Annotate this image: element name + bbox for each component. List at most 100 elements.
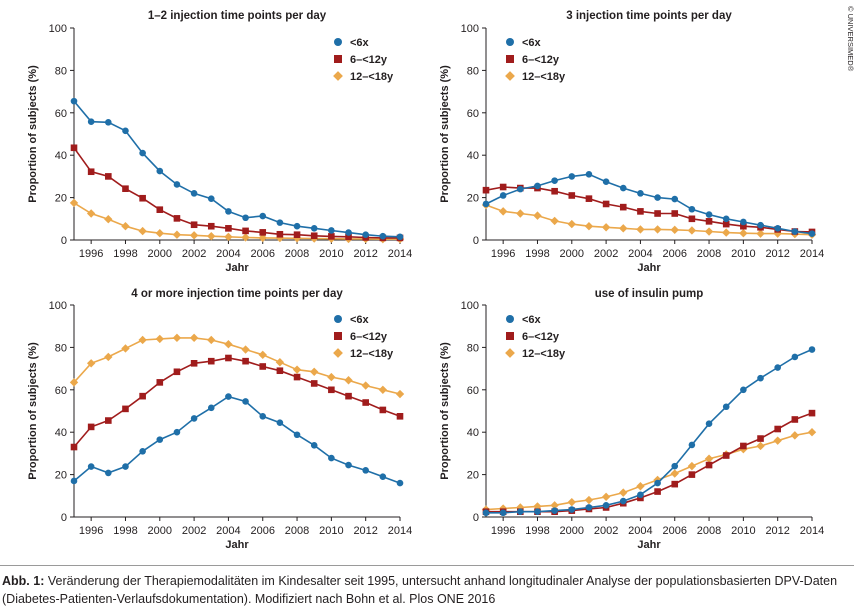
data-point <box>705 420 713 428</box>
data-point <box>190 360 198 367</box>
data-point <box>310 442 318 449</box>
chart-panel-1: 0 20 40 60 80 100 1996 1998 2000 2002 2004 2006 2008… <box>27 10 412 274</box>
data-point <box>121 344 130 353</box>
data-point <box>533 211 542 220</box>
legend-label: 6–<12y <box>350 54 388 66</box>
x-tick-label: 2000 <box>148 525 172 537</box>
series-3 <box>69 198 405 244</box>
x-tick-label: 2008 <box>697 248 721 260</box>
data-point <box>276 230 284 238</box>
data-point <box>654 488 661 495</box>
data-point <box>757 435 764 442</box>
series-line <box>485 431 813 511</box>
legend: <6x 6–<12y 12–<18y <box>505 37 566 83</box>
data-point <box>395 389 405 399</box>
data-point <box>69 198 79 208</box>
data-point <box>139 149 146 157</box>
y-tick-label: 0 <box>61 512 67 524</box>
data-point <box>654 479 661 487</box>
series-line <box>486 348 813 514</box>
legend-marker <box>506 55 514 63</box>
data-point <box>670 469 679 478</box>
data-point <box>225 208 232 215</box>
data-point <box>740 386 747 394</box>
chart-panel-4: 0 20 40 60 80 100 1996 1998 2000 2002 2004 2006 2008… <box>439 288 824 551</box>
data-point <box>517 185 524 193</box>
data-point <box>671 195 679 203</box>
data-point <box>122 463 129 470</box>
y-tick-label: 20 <box>467 470 479 482</box>
y-tick-label: 80 <box>467 65 479 77</box>
data-point <box>242 214 249 222</box>
data-point <box>722 215 730 223</box>
y-tick-label: 60 <box>467 108 479 120</box>
data-point <box>619 488 628 497</box>
data-point <box>601 492 611 502</box>
data-point <box>122 405 129 413</box>
data-point <box>189 333 199 343</box>
data-point <box>241 345 250 354</box>
data-point <box>688 215 696 223</box>
data-point <box>86 209 96 218</box>
x-tick-label: 2014 <box>800 248 824 260</box>
data-point <box>705 218 713 225</box>
data-point <box>550 216 559 226</box>
series-line <box>73 100 401 238</box>
data-point <box>293 231 301 238</box>
data-point <box>585 170 593 178</box>
data-point <box>517 508 524 515</box>
data-point <box>207 335 216 345</box>
legend-marker <box>506 38 514 46</box>
x-tick-label: 2010 <box>731 525 755 537</box>
data-point <box>498 207 508 216</box>
data-point <box>87 168 95 176</box>
y-tick-label: 40 <box>467 427 479 439</box>
legend-label: 12–<18y <box>350 71 394 83</box>
data-point <box>104 352 113 362</box>
data-point <box>173 215 181 222</box>
data-point <box>173 428 181 436</box>
data-point <box>568 192 576 199</box>
data-point <box>345 392 352 400</box>
data-point <box>69 378 79 387</box>
data-point <box>242 357 249 365</box>
x-tick-label: 2014 <box>388 525 412 537</box>
y-tick-label: 80 <box>467 342 479 354</box>
series-2 <box>70 354 404 451</box>
data-point <box>568 506 576 513</box>
x-tick-label: 1998 <box>113 248 137 260</box>
data-point <box>328 233 335 240</box>
legend-label: <6x <box>350 37 370 49</box>
data-point <box>207 195 215 202</box>
caption-label: Abb. 1: <box>2 574 45 588</box>
data-point <box>276 419 284 426</box>
data-point <box>585 504 593 511</box>
series-2 <box>482 409 816 515</box>
data-point <box>482 509 490 517</box>
caption-divider <box>0 565 854 566</box>
series-1 <box>482 346 816 517</box>
data-point <box>791 228 799 235</box>
x-axis-label: Jahr <box>637 539 661 551</box>
data-point <box>585 195 593 202</box>
data-point <box>293 431 301 439</box>
x-tick-label: 2006 <box>662 248 686 260</box>
data-point <box>70 477 78 485</box>
legend-label: 12–<18y <box>522 71 566 83</box>
data-point <box>155 229 164 238</box>
data-point <box>534 182 541 190</box>
data-point <box>602 178 610 185</box>
data-point <box>242 227 249 235</box>
legend: <6x 6–<12y 12–<18y <box>505 314 566 360</box>
data-point <box>293 373 301 381</box>
data-point <box>87 463 95 470</box>
chart-panel-2: 0 20 40 60 80 100 1996 1998 2000 2002 2004 2006 2008… <box>439 10 824 274</box>
legend-marker <box>505 71 515 81</box>
data-point <box>139 194 146 202</box>
data-point <box>172 230 182 239</box>
data-point <box>379 406 387 414</box>
x-tick-label: 1998 <box>113 525 137 537</box>
data-point <box>704 454 714 463</box>
y-tick-label: 80 <box>55 65 67 77</box>
data-point <box>499 192 507 199</box>
